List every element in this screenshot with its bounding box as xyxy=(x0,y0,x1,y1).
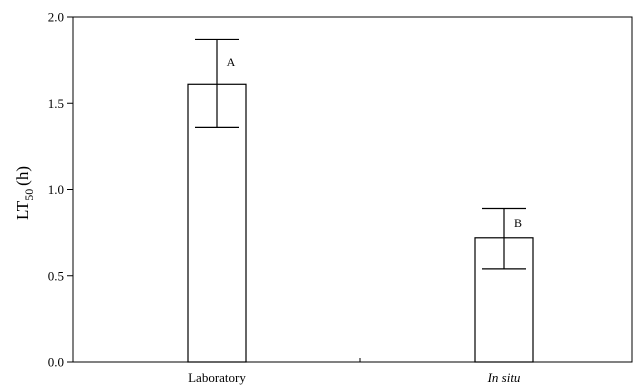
y-tick-label: 1.5 xyxy=(48,96,64,111)
plot-frame xyxy=(72,16,633,363)
bar xyxy=(187,83,247,363)
y-tick-label: 2.0 xyxy=(48,10,64,25)
x-category-label: Laboratory xyxy=(188,370,246,385)
y-axis-label: LT50 (h) xyxy=(13,166,36,220)
bars: AB xyxy=(187,38,534,363)
y-axis-label-main: LT xyxy=(13,200,32,220)
plot-border xyxy=(72,16,633,363)
y-axis-label-unit: (h) xyxy=(13,166,32,186)
significance-letter: A xyxy=(227,55,236,69)
y-axis-label-subscript: 50 xyxy=(22,189,36,201)
y-tick-label: 0.5 xyxy=(48,268,64,283)
x-axis-labels: Laboratory In situ xyxy=(188,370,521,385)
y-tick-label: 1.0 xyxy=(48,182,64,197)
y-axis-ticks: 0.0 0.5 1.0 1.5 2.0 xyxy=(48,10,73,370)
x-category-label: In situ xyxy=(487,370,521,385)
y-tick-label: 0.0 xyxy=(48,355,64,370)
significance-letter: B xyxy=(514,216,522,230)
